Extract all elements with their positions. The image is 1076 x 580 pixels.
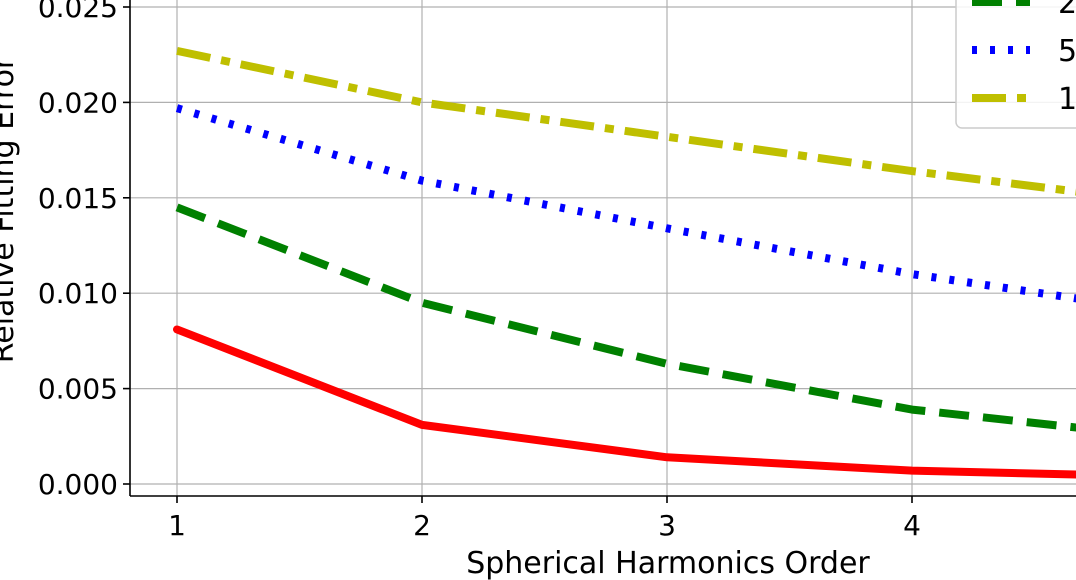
legend-items: 2 5 1 (972, 0, 1076, 117)
x-tick-label: 2 (413, 509, 431, 542)
y-tick-label: 0.005 (38, 373, 118, 406)
series-line-008000 (175, 203, 1076, 432)
axes (129, 0, 1076, 497)
series-line-0000ff (175, 104, 1076, 303)
x-tick-label: 4 (903, 509, 921, 542)
legend-label: 5 (1058, 34, 1076, 69)
y-tick-label: 0.000 (38, 468, 118, 501)
y-tick-label: 0.010 (38, 277, 118, 310)
legend-label: 1 (1058, 82, 1076, 117)
y-tick-label: 0.020 (38, 86, 118, 119)
grid (130, 0, 1076, 496)
x-axis-label: Spherical Harmonics Order (466, 546, 870, 580)
legend-label: 2 (1058, 0, 1076, 21)
series-layer (173, 46, 1076, 479)
y-tick-label: 0.025 (38, 0, 118, 24)
x-tick-label: 1 (168, 509, 186, 542)
x-ticks: 1 2 3 4 (168, 496, 921, 542)
series-line-ff0000 (173, 325, 1076, 479)
x-tick-label: 3 (658, 509, 676, 542)
legend: 2 5 1 (955, 0, 1076, 129)
y-axis-label: Relative Fitting Error (0, 56, 21, 363)
y-ticks: 0.000 0.005 0.010 0.015 0.020 0.025 (38, 0, 130, 501)
series-line-bfbf00 (176, 46, 1076, 196)
y-tick-label: 0.015 (38, 182, 118, 215)
